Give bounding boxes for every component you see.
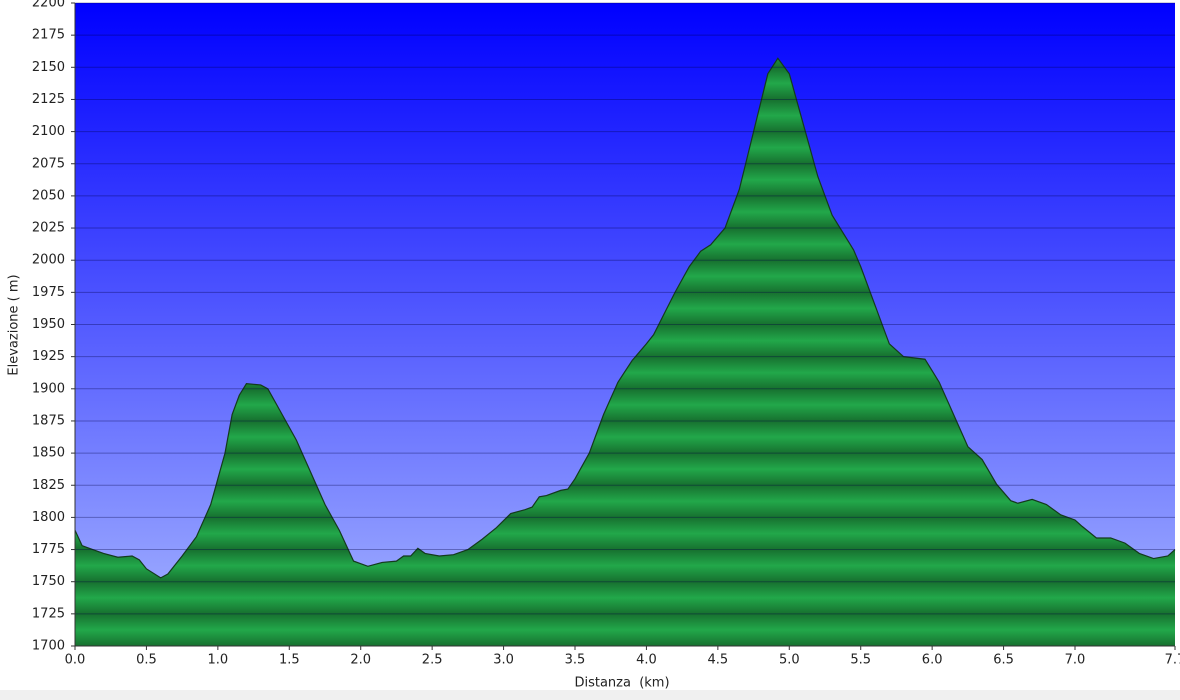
x-tick-label: 0.5 xyxy=(136,653,157,668)
x-tick-label: 6.0 xyxy=(922,653,943,668)
x-tick-label: 3.5 xyxy=(565,653,586,668)
x-tick-label: 5.0 xyxy=(779,653,800,668)
x-tick-label: 2.0 xyxy=(350,653,371,668)
x-tick-label: 4.5 xyxy=(708,653,729,668)
x-tick-label: 2.5 xyxy=(422,653,443,668)
x-axis-title: Distanza (km) xyxy=(574,676,669,691)
y-tick-label: 2175 xyxy=(32,28,65,43)
x-tick-label: 7.0 xyxy=(1065,653,1086,668)
y-tick-label: 1775 xyxy=(32,542,65,557)
y-tick-label: 1825 xyxy=(32,478,65,493)
y-tick-label: 1750 xyxy=(32,574,65,589)
x-tick-label: 3.0 xyxy=(493,653,514,668)
y-tick-label: 2125 xyxy=(32,92,65,107)
x-tick-label: 0.0 xyxy=(65,653,86,668)
area-fill xyxy=(75,58,1175,647)
x-tick-label: 1.5 xyxy=(279,653,300,668)
y-tick-label: 2025 xyxy=(32,221,65,236)
x-tick-label: 4.0 xyxy=(636,653,657,668)
y-tick-label: 1950 xyxy=(32,317,65,332)
y-tick-label: 1975 xyxy=(32,285,65,300)
y-tick-label: 2075 xyxy=(32,156,65,171)
y-tick-label: 1875 xyxy=(32,413,65,428)
y-tick-label: 2150 xyxy=(32,60,65,75)
y-tick-label: 2200 xyxy=(32,0,65,11)
y-tick-label: 1850 xyxy=(32,446,65,461)
y-tick-label: 1725 xyxy=(32,606,65,621)
y-tick-label: 1925 xyxy=(32,349,65,364)
x-tick-label: 1.0 xyxy=(208,653,229,668)
x-tick-label: 5.5 xyxy=(850,653,871,668)
x-tick-label: 7.7 xyxy=(1165,653,1180,668)
y-tick-label: 1800 xyxy=(32,510,65,525)
y-tick-label: 1900 xyxy=(32,381,65,396)
footer-band xyxy=(0,690,1180,700)
elevation-area xyxy=(74,57,1176,579)
y-tick-label: 2050 xyxy=(32,188,65,203)
y-tick-label: 2000 xyxy=(32,253,65,268)
x-tick-label: 6.5 xyxy=(993,653,1014,668)
y-axis-title: Elevazione ( m) xyxy=(7,274,22,375)
y-tick-label: 2100 xyxy=(32,124,65,139)
y-tick-label: 1700 xyxy=(32,639,65,654)
